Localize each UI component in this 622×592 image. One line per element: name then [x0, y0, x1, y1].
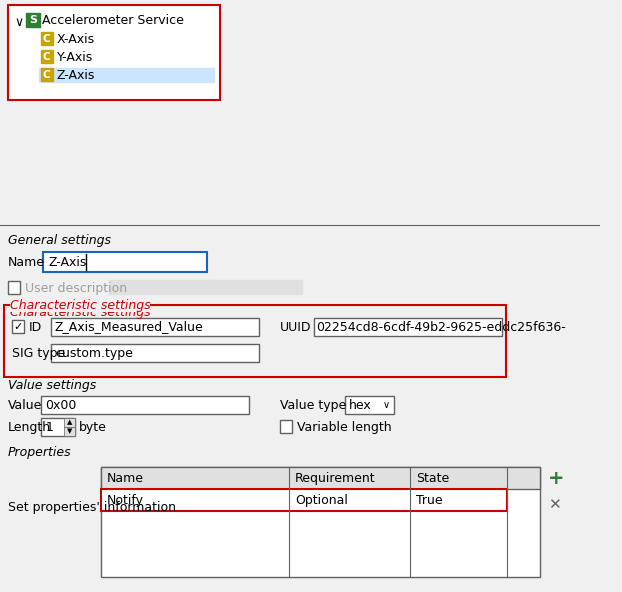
- Text: C: C: [43, 69, 50, 79]
- Text: State: State: [416, 471, 449, 484]
- Text: 02254cd8-6cdf-49b2-9625-eddc25f636-: 02254cd8-6cdf-49b2-9625-eddc25f636-: [317, 320, 566, 333]
- Text: +: +: [548, 468, 565, 487]
- Text: Set properties' information: Set properties' information: [7, 500, 176, 513]
- Text: custom.type: custom.type: [55, 346, 133, 359]
- Text: User description: User description: [25, 282, 128, 294]
- Text: General settings: General settings: [7, 233, 111, 246]
- Text: Accelerometer Service: Accelerometer Service: [42, 14, 184, 27]
- Text: Value: Value: [7, 398, 42, 411]
- Text: Value type: Value type: [280, 398, 346, 411]
- Text: 0x00: 0x00: [45, 398, 77, 411]
- Text: Properties: Properties: [7, 446, 72, 458]
- Text: UUID: UUID: [280, 320, 311, 333]
- Bar: [44, 252, 207, 272]
- Bar: [345, 396, 394, 414]
- Text: hex: hex: [350, 398, 372, 411]
- Bar: [101, 467, 541, 489]
- Text: C: C: [43, 52, 50, 62]
- Text: Z-Axis: Z-Axis: [57, 69, 95, 82]
- Bar: [101, 489, 506, 511]
- Text: ✕: ✕: [548, 497, 561, 513]
- Bar: [7, 281, 21, 294]
- Text: ∨: ∨: [383, 400, 389, 410]
- Bar: [4, 305, 506, 377]
- Text: Name: Name: [107, 471, 144, 484]
- Bar: [42, 418, 75, 436]
- Text: S: S: [29, 15, 37, 25]
- Text: Y-Axis: Y-Axis: [57, 50, 93, 63]
- Text: Optional: Optional: [295, 494, 348, 507]
- Text: C: C: [43, 34, 50, 43]
- Bar: [39, 68, 214, 82]
- Text: Name: Name: [7, 256, 45, 269]
- Bar: [12, 320, 24, 333]
- Text: 1: 1: [45, 420, 53, 433]
- Text: Characteristic settings: Characteristic settings: [10, 298, 151, 311]
- Text: Requirement: Requirement: [295, 471, 376, 484]
- Bar: [7, 5, 220, 100]
- Bar: [63, 427, 75, 436]
- Text: Z-Axis: Z-Axis: [49, 256, 86, 269]
- Text: byte: byte: [79, 420, 107, 433]
- Bar: [40, 50, 53, 63]
- Text: ID: ID: [29, 320, 42, 333]
- Bar: [101, 467, 541, 577]
- Text: ✓: ✓: [13, 322, 22, 332]
- Text: ∨: ∨: [14, 15, 24, 28]
- Bar: [280, 420, 292, 433]
- Text: ▲: ▲: [67, 419, 72, 425]
- Bar: [51, 318, 259, 336]
- Text: Length: Length: [7, 420, 51, 433]
- Text: Value settings: Value settings: [7, 378, 96, 391]
- Bar: [63, 418, 75, 427]
- Bar: [313, 318, 502, 336]
- Bar: [109, 280, 302, 294]
- Bar: [51, 344, 259, 362]
- Text: Characteristic settings: Characteristic settings: [10, 306, 151, 319]
- Bar: [40, 32, 53, 45]
- Text: X-Axis: X-Axis: [57, 33, 95, 46]
- Text: True: True: [416, 494, 442, 507]
- Text: ▼: ▼: [67, 428, 72, 434]
- Text: Notify: Notify: [107, 494, 144, 507]
- Text: SIG type: SIG type: [12, 346, 65, 359]
- Bar: [26, 13, 40, 27]
- Text: Variable length: Variable length: [297, 420, 392, 433]
- Bar: [40, 68, 53, 81]
- Text: Z_Axis_Measured_Value: Z_Axis_Measured_Value: [55, 320, 204, 333]
- Bar: [42, 396, 249, 414]
